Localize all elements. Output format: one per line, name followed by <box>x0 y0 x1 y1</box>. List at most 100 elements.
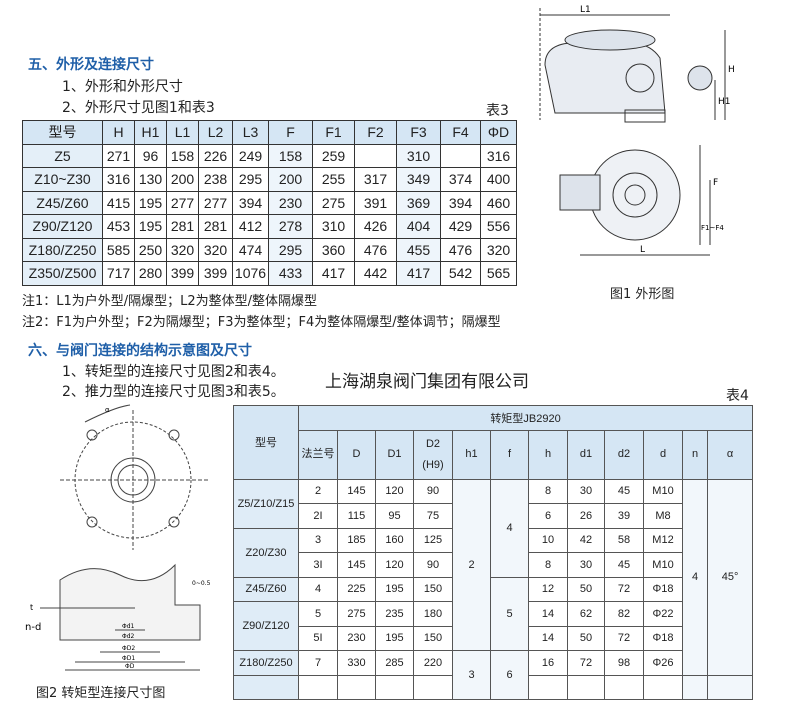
table-cell: 5I <box>298 625 338 651</box>
column-header: n <box>682 429 708 480</box>
table-cell: 417 <box>312 261 355 286</box>
table-cell: M10 <box>643 552 683 578</box>
alpha-cell <box>706 674 753 700</box>
model-cell: Z180/Z250 <box>22 237 103 262</box>
section6-item2: 2、推力型的连接尺寸见图3和表5。 <box>62 384 285 400</box>
table4-header-row: 法兰号 D D1 D2 (H9) h1 f h d1 d2 d n α <box>234 429 753 480</box>
column-header: d2 <box>604 429 644 480</box>
model-cell: Z90/Z120 <box>22 214 103 239</box>
table-cell <box>337 674 376 700</box>
table-cell: 426 <box>354 214 397 239</box>
table4-group-row: 型号 转矩型JB2920 <box>233 405 753 480</box>
table-cell <box>375 674 414 700</box>
table4-label: 表4 <box>726 388 749 404</box>
table-cell: 226 <box>198 143 233 168</box>
table-cell: 72 <box>604 576 644 602</box>
table-row: Z180/Z250 7 330 285 220 3 6 16 72 98 Φ26 <box>233 650 753 700</box>
table-cell: 230 <box>337 625 376 651</box>
table-cell: 195 <box>375 625 414 651</box>
model-cell: Z5 <box>22 143 103 168</box>
table-cell: 5 <box>298 601 338 627</box>
table-cell: 16 <box>528 650 568 676</box>
column-header: h1 <box>452 429 491 480</box>
table-cell: 50 <box>567 625 605 651</box>
table-cell: 14 <box>528 625 568 651</box>
table-cell <box>354 143 397 168</box>
table-cell: 3I <box>298 552 338 578</box>
table3-header: 型号 <box>22 120 103 145</box>
table-cell <box>528 674 568 700</box>
section5-item1: 1、外形和外形尺寸 <box>62 79 183 95</box>
table-cell: 565 <box>480 261 517 286</box>
table-cell: 317 <box>354 167 397 192</box>
table-cell: Φ22 <box>643 601 683 627</box>
table-cell: 180 <box>413 601 453 627</box>
section6-title: 六、与阀门连接的结构示意图及尺寸 <box>28 343 252 359</box>
fig2-label-D: ΦD <box>125 663 135 670</box>
fig1-label-f: F <box>713 178 718 188</box>
table-cell: 10 <box>528 527 568 553</box>
table-cell: 310 <box>312 214 355 239</box>
table3: 型号 H H1 L1 L2 L3 F F1 F2 F3 F4 ΦD Z5 271 96 158 226 249 15… <box>22 120 517 286</box>
table-cell: 95 <box>375 503 414 529</box>
section6-item1: 1、转矩型的连接尺寸见图2和表4。 <box>62 364 285 380</box>
table-cell: 455 <box>396 237 441 262</box>
table-row: 3I 145 120 90 8 30 45 M10 <box>234 552 753 578</box>
table4: 型号 转矩型JB2920 法兰号 D D1 D2 (H9) h1 f h d1 d2 d n α Z5/Z1… <box>233 405 753 700</box>
table-cell: 58 <box>604 527 644 553</box>
table-row: Z90/Z120 453 195 281 281 412 278 310 426 404 429 55… <box>22 214 517 239</box>
figure1-caption: 图1 外形图 <box>610 287 675 302</box>
group-header: 转矩型JB2920 <box>297 405 753 431</box>
table-row: Z20/Z30 3 185 160 125 10 42 58 M12 <box>233 527 753 578</box>
table3-label: 表3 <box>486 103 509 119</box>
h1-cell: 2 <box>452 478 491 651</box>
table-cell: 200 <box>166 167 199 192</box>
table-cell: 130 <box>134 167 167 192</box>
table-cell: 399 <box>198 261 233 286</box>
table-cell: 96 <box>134 143 167 168</box>
model-cell: Z45/Z60 <box>22 190 103 215</box>
table-cell: 433 <box>268 261 313 286</box>
table-cell: 412 <box>232 214 269 239</box>
table3-header: ΦD <box>480 120 517 145</box>
table-cell: 2 <box>298 478 338 504</box>
table-row <box>233 674 753 700</box>
table-cell: 6 <box>528 503 568 529</box>
table-cell: 453 <box>102 214 135 239</box>
table-row: 5I 230 195 150 14 50 72 Φ18 <box>234 625 753 651</box>
table-cell: 238 <box>198 167 233 192</box>
table-cell: 220 <box>413 650 453 676</box>
column-header: D1 <box>375 429 414 480</box>
table-cell: 14 <box>528 601 568 627</box>
table3-header: F4 <box>440 120 481 145</box>
model-header: 型号 <box>233 405 299 480</box>
note1: 注1：L1为户外型/隔爆型；L2为整体型/整体隔爆型 <box>22 294 318 309</box>
table-cell: Φ18 <box>643 576 683 602</box>
alpha-cell: 45° <box>706 478 753 676</box>
table3-header: F3 <box>396 120 441 145</box>
table3-header: F2 <box>354 120 397 145</box>
table-cell: 556 <box>480 214 517 239</box>
table-cell: M10 <box>643 478 683 504</box>
table-cell: 415 <box>102 190 135 215</box>
table3-header-row: 型号 H H1 L1 L2 L3 F F1 F2 F3 F4 ΦD <box>22 120 517 145</box>
h1-cell: 3 <box>452 650 491 700</box>
column-header: d <box>643 429 683 480</box>
f-cell: 4 <box>490 478 529 578</box>
f-cell: 6 <box>490 650 529 700</box>
table-cell: 400 <box>480 167 517 192</box>
table-cell: 271 <box>102 143 135 168</box>
table-cell: 82 <box>604 601 644 627</box>
fig2-label-d1: Φd1 <box>122 623 135 630</box>
note2: 注2：F1为户外型；F2为隔爆型；F3为整体型；F4为整体隔爆型/整体调节；隔爆… <box>22 315 501 330</box>
fig1-label-l1: L1 <box>580 5 591 15</box>
fig2-label-d2: Φd2 <box>122 633 135 640</box>
table-row: 2I 115 95 75 6 26 39 M8 <box>234 503 753 529</box>
table-cell: 369 <box>396 190 441 215</box>
table-cell <box>413 674 453 700</box>
table-cell: 394 <box>440 190 481 215</box>
fig2-label-D1: ΦD1 <box>122 655 135 662</box>
table-cell: 394 <box>232 190 269 215</box>
column-header: α <box>706 429 753 480</box>
fig1-label-l: L <box>640 245 645 255</box>
